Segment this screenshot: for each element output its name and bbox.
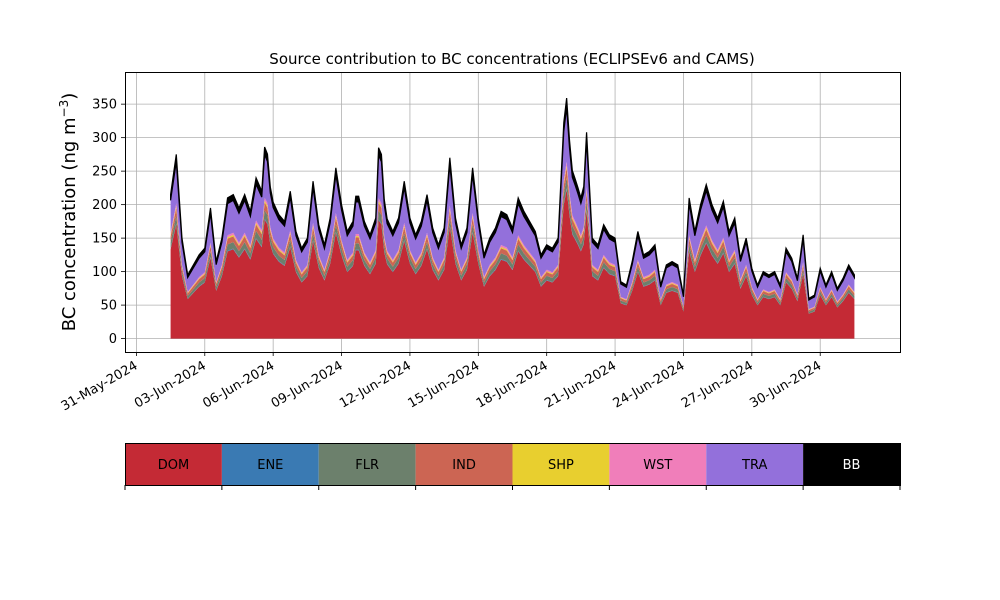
legend-label-bb: BB [843, 458, 861, 473]
legend-swatch-shp [512, 443, 610, 485]
stacked-areas [169, 97, 856, 339]
x-tick-label: 31-May-2024 [59, 358, 141, 414]
y-axis-label: BC concentration (ng m−3) [57, 93, 80, 332]
x-tick-label: 12-Jun-2024 [337, 358, 414, 411]
legend-label-tra: TRA [741, 458, 767, 473]
area-dom [170, 189, 855, 339]
y-tick-label: 200 [92, 198, 117, 213]
y-tick-label: 300 [92, 131, 117, 146]
legend-swatch-bb [803, 443, 900, 485]
x-tick-label: 18-Jun-2024 [474, 358, 551, 411]
x-tick-label: 03-Jun-2024 [132, 358, 209, 411]
y-tick-label: 250 [92, 165, 117, 180]
x-tick-label: 15-Jun-2024 [405, 358, 482, 411]
legend-label-shp: SHP [548, 458, 574, 473]
legend-label-flr: FLR [355, 458, 379, 473]
y-tick-label: 100 [92, 265, 117, 280]
legend-label-wst: WST [643, 458, 672, 473]
legend-label-ind: IND [452, 458, 476, 473]
legend-swatch-flr [318, 443, 416, 485]
y-tick-label: 50 [100, 299, 117, 314]
x-tick-label: 24-Jun-2024 [611, 358, 688, 411]
area-bb [169, 97, 856, 301]
legend-label-dom: DOM [158, 458, 189, 473]
legend-swatch-ind [415, 443, 513, 485]
y-tick-label: 0 [109, 332, 117, 347]
y-tick-label: 350 [92, 98, 117, 113]
legend-swatch-dom [125, 443, 222, 485]
y-tick-label: 150 [92, 232, 117, 247]
legend-swatch-ene [221, 443, 319, 485]
legend-swatch-wst [609, 443, 707, 485]
y-axis-label-exponent: −3 [57, 100, 71, 118]
legend-label-ene: ENE [257, 458, 283, 473]
x-tick-label: 09-Jun-2024 [269, 358, 346, 411]
x-tick-label: 06-Jun-2024 [200, 358, 277, 411]
chart-title: Source contribution to BC concentrations… [269, 50, 754, 68]
x-tick-label: 27-Jun-2024 [679, 358, 756, 411]
y-axis: 0 50 100 150 200 250 300 350 [92, 98, 125, 347]
x-tick-label: 21-Jun-2024 [542, 358, 619, 411]
y-axis-label-main: BC concentration (ng m [59, 117, 80, 331]
legend-colorbar: DOM ENE FLR IND SHP WST TRA BB [124, 443, 901, 490]
x-axis: 31-May-202403-Jun-202406-Jun-202409-Jun-… [59, 352, 824, 414]
y-axis-label-close: ) [59, 93, 80, 100]
plot-area [125, 72, 901, 353]
x-tick-label: 30-Jun-2024 [747, 358, 824, 411]
legend-swatch-tra [706, 443, 804, 485]
